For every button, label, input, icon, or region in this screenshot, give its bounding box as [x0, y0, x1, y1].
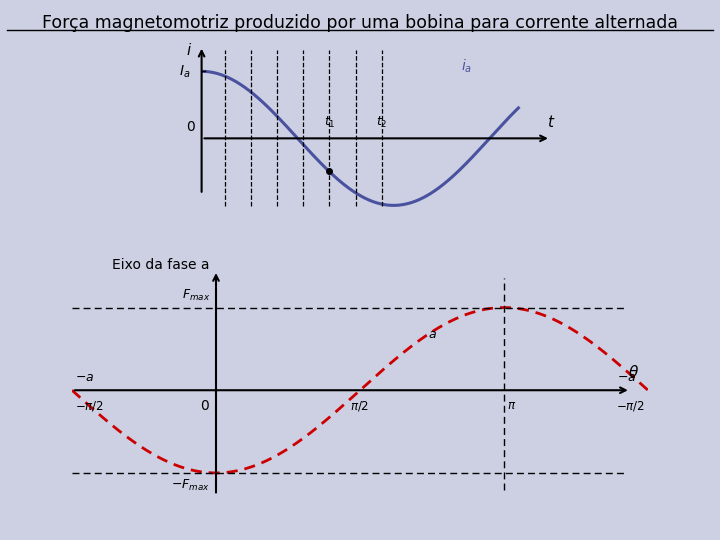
Text: $-\pi/2$: $-\pi/2$	[616, 399, 645, 413]
Text: $-a$: $-a$	[617, 370, 636, 383]
Text: $a$: $a$	[428, 328, 436, 341]
Text: $\pi/2$: $\pi/2$	[351, 399, 369, 413]
Text: Eixo da fase a: Eixo da fase a	[112, 258, 210, 272]
Text: $I_a$: $I_a$	[179, 63, 191, 79]
Text: $\pi$: $\pi$	[507, 399, 516, 411]
Text: $0$: $0$	[200, 399, 210, 413]
Text: $i$: $i$	[186, 42, 193, 58]
Text: $-\pi/2$: $-\pi/2$	[75, 399, 104, 413]
Text: $t$: $t$	[546, 114, 555, 130]
Text: $\theta$: $\theta$	[628, 364, 639, 380]
Text: $t_1$: $t_1$	[323, 115, 336, 130]
Text: $t_2$: $t_2$	[376, 115, 387, 130]
Text: $i_a$: $i_a$	[461, 57, 472, 75]
Text: $-F_{max}$: $-F_{max}$	[171, 478, 210, 493]
Text: $0$: $0$	[186, 120, 196, 134]
Text: $-a$: $-a$	[75, 370, 94, 383]
Text: $F_{max}$: $F_{max}$	[182, 287, 210, 302]
Text: Força magnetomotriz produzido por uma bobina para corrente alternada: Força magnetomotriz produzido por uma bo…	[42, 14, 678, 31]
